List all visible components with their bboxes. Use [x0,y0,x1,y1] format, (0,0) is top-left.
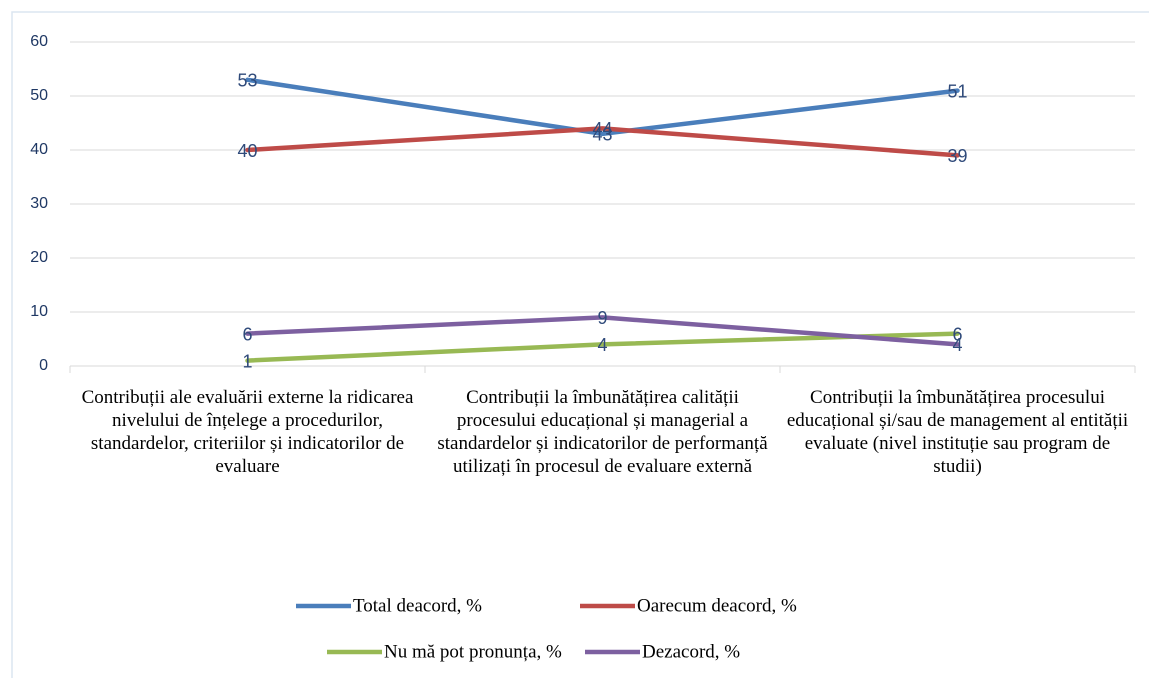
y-tick-label: 40 [30,141,48,158]
data-label: 9 [597,308,607,328]
y-tick-label: 30 [30,195,48,212]
data-label: 40 [237,141,257,161]
legend-label: Nu mă pot pronunța, % [384,641,562,662]
data-label: 53 [237,71,257,91]
data-label: 44 [592,119,612,139]
series-line [245,315,960,347]
data-label: 39 [947,146,967,166]
data-label: 51 [947,81,967,101]
data-label: 1 [242,351,252,371]
data-label: 4 [952,335,962,355]
y-tick-label: 0 [39,357,48,374]
series-line [245,126,960,158]
chart-frame [11,11,1149,678]
data-label: 6 [242,324,252,344]
x-tick-label: Contribuții la îmbunătățirea calității p… [437,387,768,477]
y-tick-label: 10 [30,303,48,320]
data-label: 4 [597,335,607,355]
data-label: 6 [952,324,962,344]
y-tick-label: 60 [30,33,48,50]
series-line [245,77,960,137]
legend-label: Oarecum deacord, % [637,595,797,616]
x-tick-label: Contribuții la îmbunătățirea procesului … [786,387,1129,477]
data-label: 43 [592,125,612,145]
y-tick-label: 50 [30,87,48,104]
x-tick-label: Contribuții ale evaluării externe la rid… [81,387,414,477]
legend-label: Dezacord, % [642,641,740,662]
y-tick-label: 20 [30,249,48,266]
legend-label: Total deacord, % [353,595,482,616]
